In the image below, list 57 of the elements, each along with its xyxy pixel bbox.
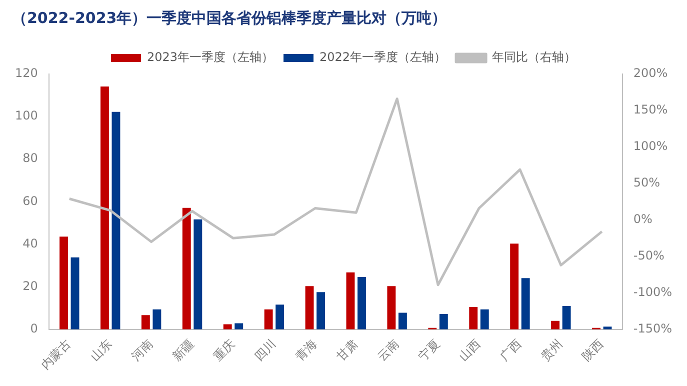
bar xyxy=(439,314,448,330)
x-tick-label: 四川 xyxy=(252,336,279,364)
y2-tick-label: -100% xyxy=(633,285,672,300)
y2-tick-label: 50% xyxy=(633,176,660,190)
bar xyxy=(234,323,244,330)
bar xyxy=(358,277,366,330)
bar xyxy=(387,286,396,330)
x-tick-label: 山东 xyxy=(88,336,115,364)
y-tick-label: 100 xyxy=(15,108,38,123)
y-tick-label: 60 xyxy=(22,194,38,208)
bar xyxy=(480,309,489,330)
legend-label: 年同比（右轴） xyxy=(492,50,576,64)
bar xyxy=(141,315,150,330)
x-tick-label: 广西 xyxy=(497,336,524,364)
bar xyxy=(305,286,314,330)
y2-tick-label: -150% xyxy=(633,321,672,336)
x-tick-label: 陕西 xyxy=(579,336,606,364)
chart-title: （2022-2023年）一季度中国各省份铝棒季度产量比对（万吨） xyxy=(12,8,447,27)
bar xyxy=(112,112,120,330)
bar xyxy=(398,312,407,330)
x-tick-label: 内蒙古 xyxy=(38,336,74,372)
legend-label: 2023年一季度（左轴） xyxy=(146,50,274,64)
y2-tick-label: 0% xyxy=(633,212,652,226)
x-tick-label: 山西 xyxy=(456,336,484,364)
y-tick-label: 40 xyxy=(22,236,38,250)
bar xyxy=(469,307,478,330)
bar xyxy=(194,219,202,330)
y-tick-label: 80 xyxy=(22,151,38,166)
x-tick-label: 河南 xyxy=(128,336,156,364)
x-tick-label: 宁夏 xyxy=(416,336,442,364)
bar xyxy=(100,86,109,330)
x-tick-label: 青海 xyxy=(292,336,320,364)
bar xyxy=(521,278,530,330)
bar xyxy=(316,292,326,330)
y-tick-label: 0 xyxy=(30,321,38,336)
y2-tick-label: 200% xyxy=(633,66,668,80)
bar xyxy=(510,244,519,330)
bar xyxy=(182,208,191,330)
bar xyxy=(562,306,571,330)
x-tick-label: 重庆 xyxy=(210,336,238,364)
x-tick-label: 云南 xyxy=(374,336,402,364)
y2-tick-label: 100% xyxy=(633,139,668,154)
bar xyxy=(346,272,355,330)
y2-tick-label: 150% xyxy=(633,102,668,117)
x-tick-label: 甘肃 xyxy=(334,336,360,364)
x-tick-label: 新疆 xyxy=(170,336,197,364)
x-tick-label: 贵州 xyxy=(538,336,566,364)
y-tick-label: 20 xyxy=(22,278,38,293)
bar xyxy=(264,309,273,330)
bar xyxy=(70,257,80,330)
bar xyxy=(60,236,68,330)
bar xyxy=(152,309,162,330)
y-tick-label: 120 xyxy=(15,66,38,80)
bar xyxy=(551,320,560,330)
y2-tick-label: -50% xyxy=(633,248,664,263)
legend-label: 2022年一季度（左轴） xyxy=(320,50,446,64)
bar xyxy=(276,304,284,330)
